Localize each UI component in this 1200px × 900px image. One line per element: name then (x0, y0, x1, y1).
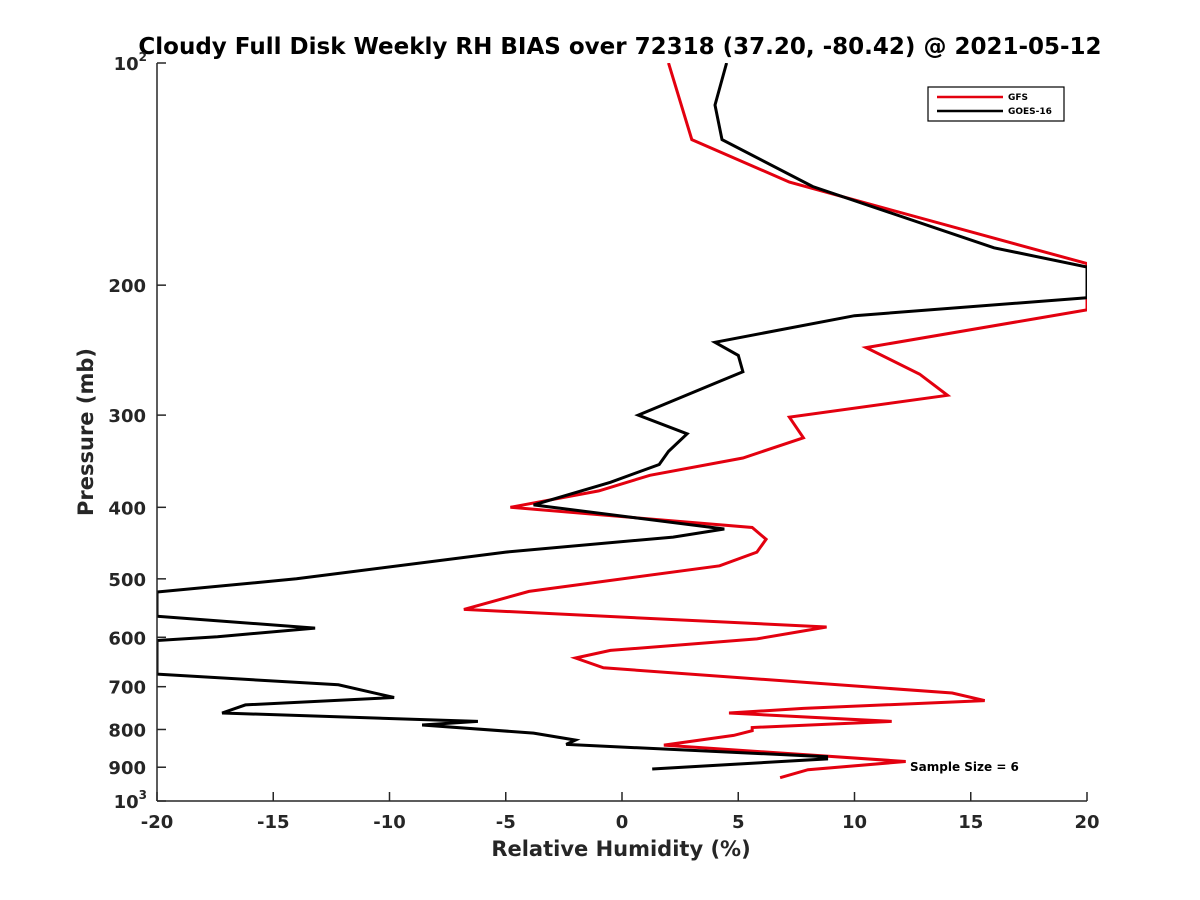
y-tick-base: 200 (108, 276, 146, 297)
x-ticks: -20 -15 -10 -5 0 5 10 15 20 (141, 792, 1100, 833)
series-line-goes16 (157, 63, 1087, 771)
y-tick-label: 800 (108, 720, 146, 741)
chart-title: Cloudy Full Disk Weekly RH BIAS over 723… (138, 34, 1101, 60)
y-tick-exponent: 3 (139, 788, 147, 802)
sample-size-annotation: Sample Size = 6 (910, 760, 1019, 774)
x-tick-label: 15 (958, 812, 983, 833)
legend-label-goes16: GOES-16 (1008, 107, 1052, 117)
y-tick-label: 600 (108, 628, 146, 649)
y-tick-label: 102 (114, 50, 147, 75)
y-tick-base: 300 (108, 406, 146, 427)
y-tick-base: 700 (108, 678, 146, 699)
legend-box (927, 86, 1065, 122)
y-tick-label: 103 (114, 788, 147, 813)
x-tick-label: 10 (842, 812, 867, 833)
series-line-gfs (463, 63, 1087, 780)
y-tick-label: 500 (108, 570, 146, 591)
y-tick-label: 700 (108, 678, 146, 699)
series-layer (157, 63, 1087, 780)
y-tick-label: 900 (108, 758, 146, 779)
y-tick-label: 200 (108, 276, 146, 297)
y-tick-base: 10 (114, 792, 139, 813)
plot-area: -20 -15 -10 -5 0 5 10 15 20 10220030040050060070… (108, 50, 1099, 833)
y-tick-base: 400 (108, 498, 146, 519)
x-tick-label: -10 (373, 812, 406, 833)
y-tick-base: 10 (114, 54, 139, 75)
y-axis-label: Pressure (mb) (74, 348, 98, 516)
plot-background (157, 63, 1087, 801)
legend-label-gfs: GFS (1008, 93, 1028, 103)
x-axis-label: Relative Humidity (%) (491, 837, 750, 861)
x-tick-label: 20 (1074, 812, 1099, 833)
y-tick-base: 900 (108, 758, 146, 779)
y-tick-label: 300 (108, 406, 146, 427)
x-tick-label: 5 (732, 812, 745, 833)
y-tick-exponent: 2 (139, 50, 147, 64)
x-tick-label: -15 (257, 812, 290, 833)
y-tick-label: 400 (108, 498, 146, 519)
legend: GFS GOES-16 (927, 86, 1065, 122)
y-tick-base: 600 (108, 628, 146, 649)
x-tick-label: -20 (141, 812, 174, 833)
x-tick-label: 0 (616, 812, 629, 833)
x-tick-label: -5 (496, 812, 516, 833)
y-tick-base: 800 (108, 720, 146, 741)
y-tick-base: 500 (108, 570, 146, 591)
